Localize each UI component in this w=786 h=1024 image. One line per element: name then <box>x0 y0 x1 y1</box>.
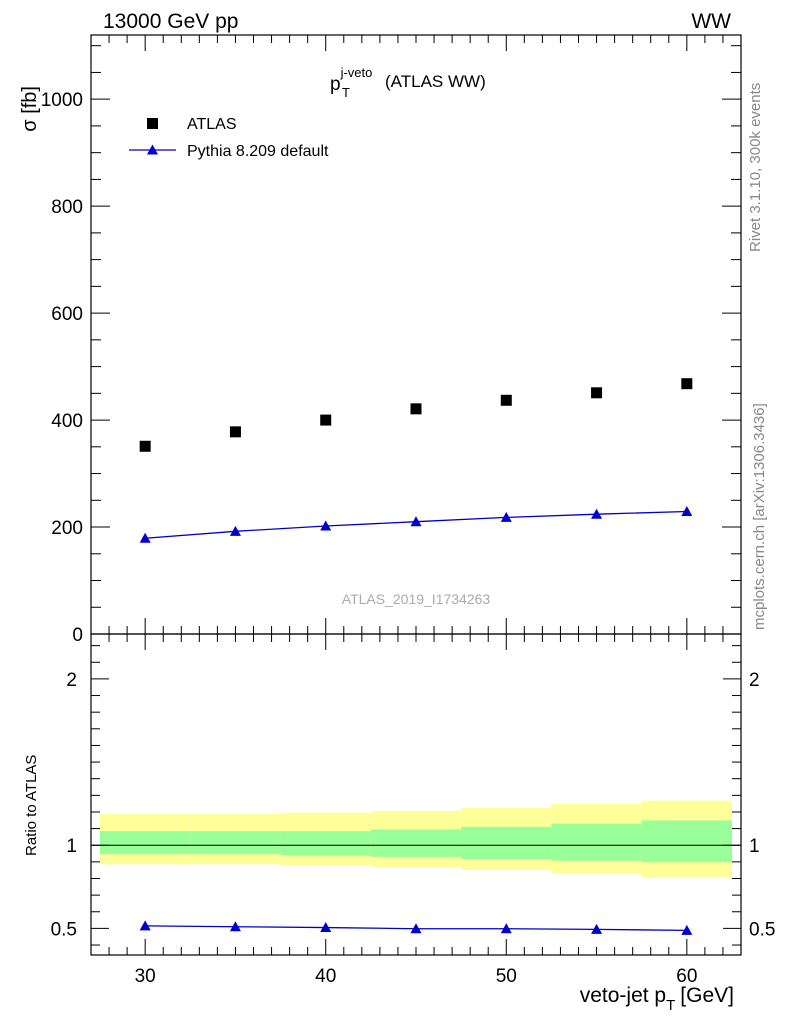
pythia-ratio-point <box>320 922 332 933</box>
plot-title-sub: T <box>342 85 350 100</box>
ratio-y-tick-label-left: 0.5 <box>51 919 77 940</box>
pythia-point <box>591 508 603 519</box>
inner-uncertainty-band-bin <box>551 823 642 861</box>
pythia-point <box>229 525 241 536</box>
x-axis-title-sub: T <box>666 997 675 1014</box>
pythia-ratio-point <box>591 923 603 934</box>
atlas-data-point <box>229 426 241 438</box>
x-axis-title-main: veto-jet p <box>580 984 666 1007</box>
inner-uncertainty-band-bin <box>370 829 462 857</box>
inner-uncertainty-band-bin <box>100 831 191 855</box>
plot-title-main: p <box>330 74 341 95</box>
pythia-ratio-point <box>139 920 151 931</box>
pythia-point <box>681 506 693 517</box>
pythia-ratio-point <box>500 923 512 934</box>
inner-uncertainty-band-bin <box>280 831 371 856</box>
x-tick-label: 40 <box>315 966 336 987</box>
main-y-tick-label: 200 <box>51 518 83 539</box>
atlas-data-point <box>500 394 512 406</box>
pythia-ratio-point <box>681 924 693 935</box>
rivet-version-label: Rivet 3.1.10, 300k events <box>747 83 764 252</box>
analysis-watermark: ATLAS_2019_I1734263 <box>342 591 491 607</box>
process-label: WW <box>691 10 731 33</box>
ratio-y-tick-label-left: 1 <box>66 836 77 857</box>
plot-title-suffix: (ATLAS WW) <box>385 72 486 91</box>
ratio-y-tick-label-right: 2 <box>749 670 760 691</box>
main-y-tick-label: 600 <box>51 304 83 325</box>
atlas-data-point <box>410 403 422 415</box>
x-axis-title-suffix: [GeV] <box>680 984 734 1007</box>
atlas-data-point <box>591 387 603 399</box>
atlas-data-point <box>320 414 332 426</box>
pythia-ratio-point <box>229 921 241 932</box>
pythia-point <box>320 520 332 531</box>
main-y-tick-label: 400 <box>51 411 83 432</box>
pythia-point <box>410 516 422 527</box>
pythia-point <box>139 532 151 543</box>
ratio-plot-panel: 30 40 50 60 0.5 0.5 1 1 2 2 <box>51 633 775 987</box>
atlas-data-point <box>139 440 151 452</box>
main-y-tick-label: 800 <box>51 197 83 218</box>
inner-uncertainty-band-bin <box>461 826 552 860</box>
pythia-ratio-point <box>410 923 422 934</box>
main-y-tick-label: 1000 <box>41 90 83 111</box>
x-tick-label: 50 <box>496 966 517 987</box>
legend: ATLAS Pythia 8.209 default <box>129 116 329 160</box>
ratio-y-tick-label-right: 0.5 <box>749 919 775 940</box>
atlas-data-point <box>681 378 693 390</box>
x-tick-label: 30 <box>135 966 156 987</box>
main-y-tick-label: 0 <box>72 625 83 646</box>
plot-title-sup: j-veto <box>340 65 373 80</box>
ratio-y-tick-label-left: 2 <box>66 670 77 691</box>
x-axis-title: veto-jet pT [GeV] <box>580 984 734 1014</box>
plot-title: pj-veto <box>330 65 372 95</box>
energy-label: 13000 GeV pp <box>103 10 238 33</box>
ratio-frame <box>90 633 742 956</box>
main-y-axis-title: σ [fb] <box>19 86 41 132</box>
pythia-point <box>500 511 512 522</box>
ratio-y-axis-title: Ratio to ATLAS <box>23 755 40 856</box>
x-tick-label: 60 <box>676 966 697 987</box>
inner-uncertainty-band-bin <box>190 831 281 855</box>
mcplots-reference-label: mcplots.cern.ch [arXiv:1306.3436] <box>751 403 768 630</box>
inner-uncertainty-band-bin <box>641 820 732 863</box>
legend-label-atlas: ATLAS <box>187 116 237 133</box>
legend-marker-pythia <box>147 144 158 155</box>
legend-label-pythia: Pythia 8.209 default <box>187 143 329 160</box>
legend-marker-atlas <box>147 118 158 129</box>
ratio-y-tick-label-right: 1 <box>749 836 760 857</box>
